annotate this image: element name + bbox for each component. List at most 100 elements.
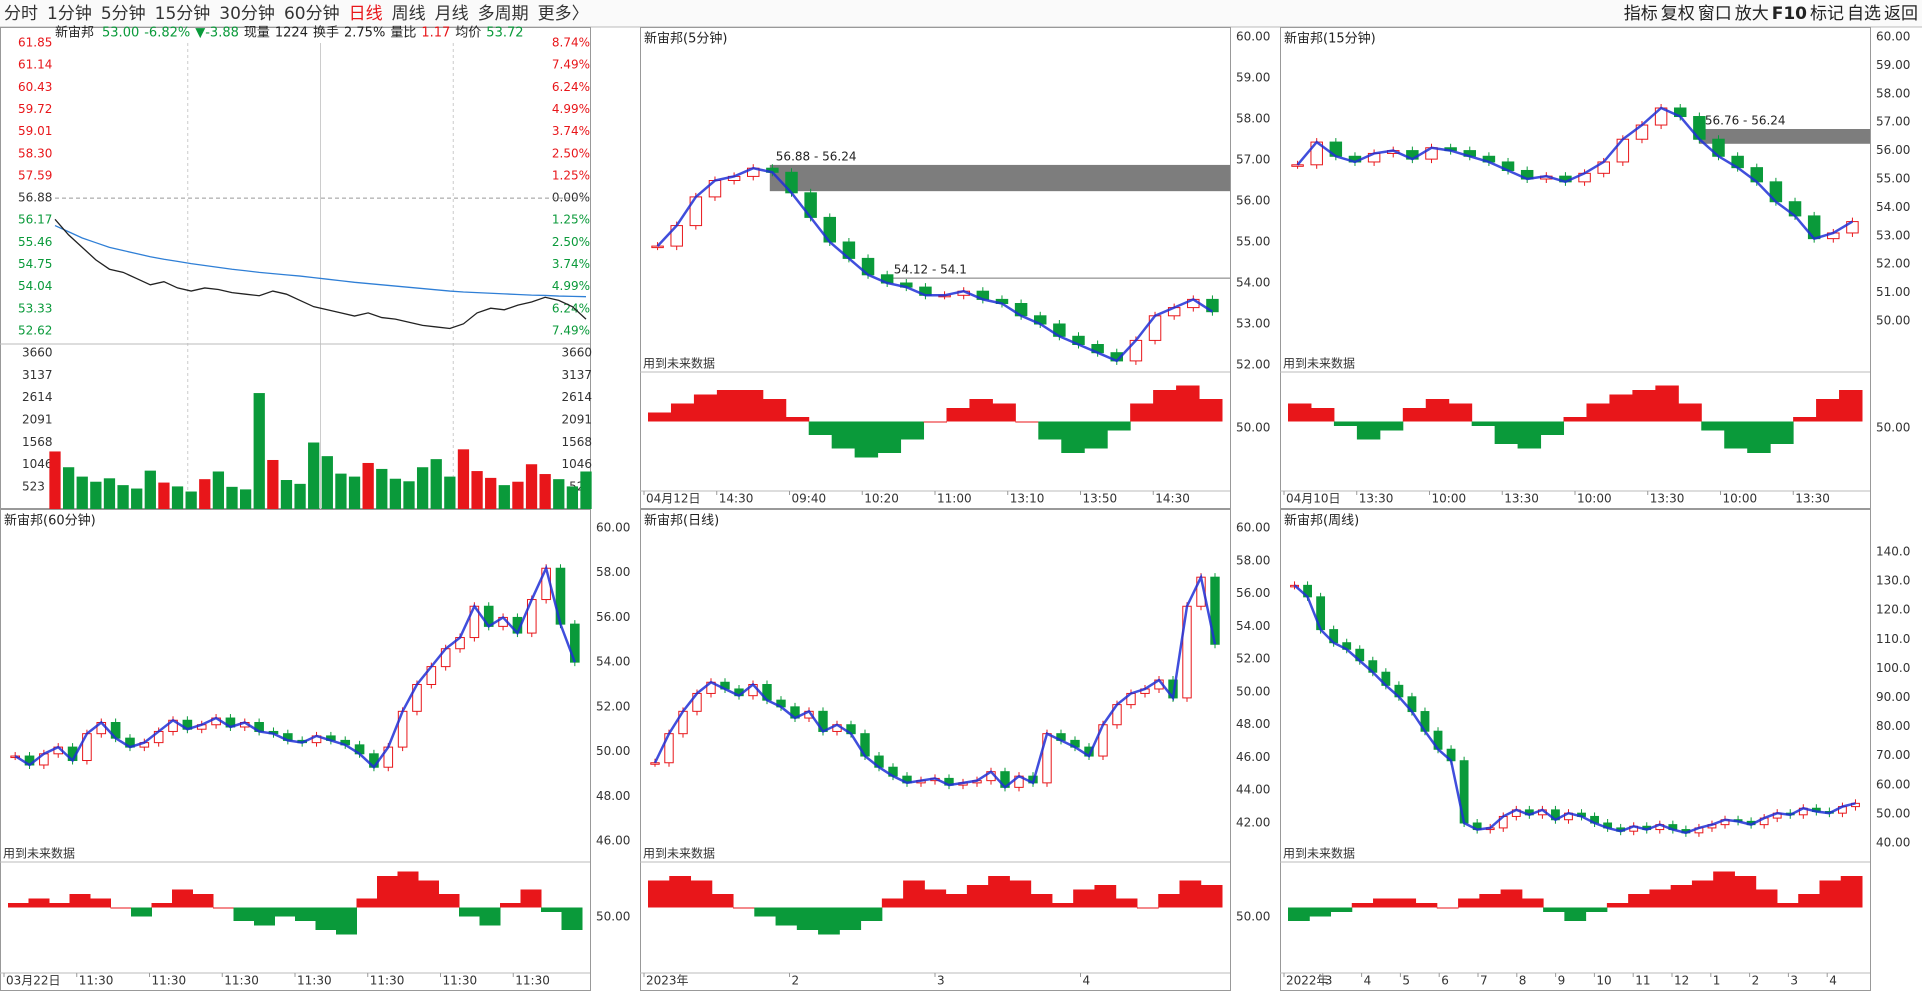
toolbar-tab[interactable]: 周线 [392,4,426,24]
y-tick-label: 54.00 [1876,200,1910,214]
oscillator-bar [1425,399,1450,422]
oscillator-bar [762,399,787,422]
x-tick-label: 2 [1752,974,1760,988]
volume-bar [76,476,88,509]
volume-bar [144,470,156,509]
toolbar-tool[interactable]: 标记 [1810,4,1844,24]
oscillator-bar [1479,894,1502,908]
oscillator-bar [670,403,695,422]
toolbar-tool[interactable]: 返回 [1884,4,1918,24]
toolbar-tab[interactable]: 15分钟 [155,4,211,24]
x-tick-label: 11:30 [297,974,332,988]
volume-bar [525,464,538,509]
quote-item: 1224 [275,26,308,41]
y-tick-label: 56.00 [1236,194,1270,208]
volume-bar [539,474,551,509]
toolbar-tab[interactable]: 月线 [435,4,469,24]
future-data-hint: 用到未来数据 [643,846,715,861]
oscillator-bar [924,889,947,908]
toolbar-tool[interactable]: F10 [1772,4,1807,24]
x-tick-label: 11:30 [79,974,114,988]
oscillator-bar [377,876,398,908]
pct-tick-label: 6.24% [552,301,590,315]
toolbar-tab[interactable]: 5分钟 [101,4,146,24]
future-data-hint: 用到未来数据 [1283,846,1355,861]
volume-tick-label: 3660 [22,346,53,360]
oscillator-bar [1094,885,1117,908]
oscillator-bar [1356,421,1381,440]
volume-bar [348,476,361,509]
pct-tick-label: 3.74% [552,257,590,271]
y-tick-label: 52.00 [596,699,630,713]
oscillator-bar [716,390,741,422]
x-tick-label: 13:50 [1083,492,1118,506]
toolbar-tool[interactable]: 自选 [1847,4,1881,24]
quote-item: 量比 [390,26,416,41]
oscillator-bar [877,421,902,453]
toolbar-tab[interactable]: 30分钟 [219,4,275,24]
volume-tick-label: 1568 [22,435,53,449]
volume-bar [294,483,306,509]
oscillator-bar [1585,907,1608,912]
toolbar-tab[interactable]: 更多〉 [538,4,589,24]
oscillator-bar [739,390,764,422]
oscillator-bar [969,399,993,422]
quote-item: ▼-3.88 [195,26,239,41]
volume-bar [403,481,415,509]
oscillator-bar [1436,907,1459,909]
oscillator-bar [1051,903,1074,908]
toolbar-tab[interactable]: 60分钟 [284,4,340,24]
oscillator-bar [1415,903,1438,908]
oscillator-bar [1179,880,1202,908]
avg-line [54,224,587,298]
oscillator-bar [1606,903,1629,908]
toolbar-tool[interactable]: 放大 [1735,4,1769,24]
x-tick-label: 11:30 [152,974,187,988]
y-tick-label: 58.00 [1236,553,1270,567]
panel-title: 新宙邦(周线) [1284,513,1359,529]
y-tick-label: 60.00 [1236,521,1270,535]
toolbar-tab[interactable]: 分时 [4,4,38,24]
oscillator-bar [1061,421,1085,453]
oscillator-bar [1130,403,1154,422]
panel-title: 新宙邦(日线) [644,513,719,529]
price-tick-label: 53.33 [18,301,52,315]
volume-bar [430,459,442,509]
volume-tick-label: 1046 [22,457,53,471]
toolbar-tab[interactable]: 1分钟 [47,4,92,24]
toolbar-tab[interactable]: 日线 [349,4,383,24]
y-tick-label: 58.00 [1876,86,1910,100]
x-tick-label: 6 [1441,974,1449,988]
toolbar-tool[interactable]: 窗口 [1698,4,1732,24]
oscillator-bar [1310,408,1335,422]
oscillator-bar [1115,898,1138,908]
volume-bar [335,473,347,509]
oscillator-bar [1153,390,1177,422]
quote-item: 换手 [313,26,339,41]
volume-bar [553,479,565,509]
toolbar-tool[interactable]: 指标 [1624,4,1658,24]
x-tick-label: 2023年 [646,974,689,988]
volume-bar [580,471,592,509]
x-tick-label: 2022年 [1286,974,1329,988]
y-tick-label: 59.00 [1876,58,1910,72]
toolbar [0,0,1922,27]
x-tick-label: 1 [1713,974,1721,988]
oscillator-bar [1009,880,1032,908]
resistance-band [1698,129,1870,144]
oscillator-bar [1288,403,1312,422]
future-data-hint: 用到未来数据 [643,356,715,371]
volume-tick-label: 2091 [561,413,592,427]
oscillator-bar [1200,885,1223,908]
toolbar-tab[interactable]: 多周期 [478,4,529,24]
x-tick-label: 5 [1402,974,1410,988]
pct-tick-label: 7.49% [552,324,590,338]
volume-bar [49,451,61,509]
oscillator-bar [274,907,296,917]
volume-tick-label: 3660 [561,346,592,360]
toolbar-tool[interactable]: 复权 [1661,4,1695,24]
y-tick-label: 50.00 [1876,806,1910,820]
volume-tick-label: 2091 [22,413,53,427]
oscillator-bar [1394,898,1417,908]
volume-bar [308,442,320,509]
